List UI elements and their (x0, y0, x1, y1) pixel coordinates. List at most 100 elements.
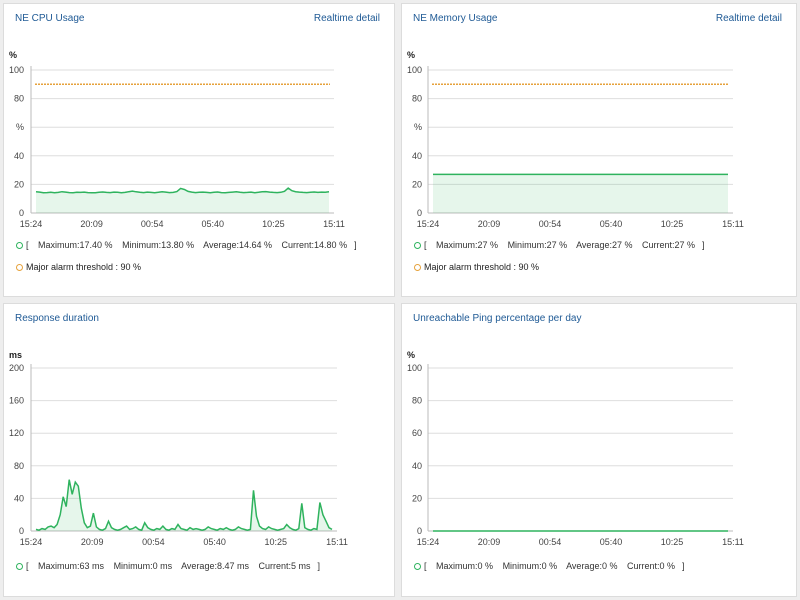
panel-title: NE Memory Usage (413, 13, 498, 24)
x-tick-label: 20:09 (80, 219, 103, 229)
x-tick-label: 10:25 (661, 219, 684, 229)
y-tick-label: 120 (9, 428, 24, 438)
x-tick-label: 00:54 (142, 537, 165, 547)
x-tick-label: 05:40 (203, 537, 226, 547)
y-tick-label: 100 (9, 65, 24, 75)
cpu-usage-chart: % 100 80% 40 20 015:24 20:09 00:54 05:40 10:25 15:… (9, 50, 345, 229)
memory-usage-chart: % 100 80% 40 20 015:24 20:09 00:54 05:40 10:25 15:… (407, 50, 744, 229)
y-tick-label: 80 (412, 396, 422, 406)
panel-title: NE CPU Usage (15, 13, 85, 24)
x-tick-label: 05:40 (600, 537, 623, 547)
y-tick-label: 40 (14, 151, 24, 161)
y-tick-label: 80 (412, 94, 422, 104)
legend-stats: [ Maximum:27 % Minimum:27 % Average:27 %… (414, 240, 712, 250)
x-tick-label: 00:54 (141, 219, 164, 229)
threshold-label: Major alarm threshold : 90 % (424, 262, 540, 272)
series-area (36, 188, 329, 213)
y-tick-label: 20 (412, 179, 422, 189)
y-tick-label: 80 (14, 94, 24, 104)
x-tick-label: 05:40 (600, 219, 623, 229)
stat-max: Maximum:63 ms (38, 561, 105, 571)
x-tick-label: 10:25 (262, 219, 285, 229)
x-tick-label: 20:09 (81, 537, 104, 547)
series-area (433, 174, 728, 213)
y-tick-label: 0 (19, 208, 24, 218)
stats-text: [ Maximum:27 % Minimum:27 % Average:27 %… (424, 240, 705, 250)
x-tick-label: 15:11 (722, 537, 744, 547)
series-line (35, 479, 333, 532)
threshold-legend: Major alarm threshold : 90 % (414, 262, 539, 272)
stat-current: Current:27 % (641, 240, 696, 250)
threshold-label: Major alarm threshold : 90 % (26, 262, 142, 272)
series-legend-icon (414, 562, 421, 570)
stat-avg: Average:0 % (566, 561, 618, 571)
stats-text: [ Maximum:17.40 % Minimum:13.80 % Averag… (26, 240, 357, 250)
y-tick-label: 160 (9, 396, 24, 406)
series-legend-icon (414, 241, 421, 249)
threshold-legend: Major alarm threshold : 90 % (16, 262, 141, 272)
stat-avg: Average:8.47 ms (181, 561, 249, 571)
x-tick-label: 10:25 (661, 537, 684, 547)
y-tick-label: 20 (14, 179, 24, 189)
series-legend-icon (16, 562, 23, 570)
realtime-detail-link[interactable]: Realtime detail (313, 13, 380, 24)
y-tick-label: 80 (14, 461, 24, 471)
y-tick-label: 20 (412, 493, 422, 503)
y-tick-label: 60 (412, 428, 422, 438)
y-tick-label: 0 (19, 526, 24, 536)
series-area (36, 479, 332, 531)
y-tick-label: % (414, 122, 422, 132)
stat-avg: Average:14.64 % (203, 240, 273, 250)
x-tick-label: 00:54 (539, 219, 562, 229)
stat-current: Current:14.80 % (281, 240, 348, 250)
x-tick-label: 15:24 (20, 537, 43, 547)
unreachable-ping-panel: Unreachable Ping percentage per day % 100… (401, 303, 797, 597)
unreachable-ping-chart: % 100 80 60 40 20 015:24 20:09 00:54 05:40 10:25 15… (407, 350, 744, 547)
x-tick-label: 15:11 (722, 219, 744, 229)
stat-max: Maximum:27 % (436, 240, 499, 250)
stats-text: [ Maximum:0 % Minimum:0 % Average:0 % Cu… (424, 561, 685, 571)
y-tick-label: 100 (407, 65, 422, 75)
panel-title: Response duration (15, 313, 99, 324)
cpu-usage-panel: NE CPU Usage Realtime detail % 100 80% 40 20… (3, 3, 395, 297)
y-axis-unit-label: % (407, 50, 415, 60)
threshold-legend-icon (414, 263, 421, 271)
series-line (35, 187, 330, 194)
threshold-legend-icon (16, 263, 23, 271)
response-duration-chart: ms 200 160 120 80 40 015:24 20:09 00:54 05:40 10:2… (9, 350, 348, 547)
series-legend-icon (16, 241, 23, 249)
stat-min: Minimum:0 ms (113, 561, 173, 571)
x-tick-label: 15:11 (323, 219, 345, 229)
y-tick-label: % (16, 122, 24, 132)
response-duration-panel: Response duration ms 200 160 120 80 40 0 15:24 2… (3, 303, 395, 597)
x-tick-label: 05:40 (202, 219, 225, 229)
y-tick-label: 40 (412, 461, 422, 471)
stats-text: [ Maximum:63 ms Minimum:0 ms Average:8.4… (26, 561, 321, 571)
panel-title: Unreachable Ping percentage per day (413, 313, 582, 324)
x-tick-label: 00:54 (539, 537, 562, 547)
legend-stats: [ Maximum:63 ms Minimum:0 ms Average:8.4… (16, 561, 327, 571)
x-tick-label: 10:25 (265, 537, 288, 547)
y-tick-label: 0 (417, 526, 422, 536)
y-axis-unit-label: % (407, 350, 415, 360)
stat-min: Minimum:0 % (502, 561, 558, 571)
y-tick-label: 100 (407, 363, 422, 373)
memory-usage-panel: NE Memory Usage Realtime detail % 100 80% 4… (401, 3, 797, 297)
y-tick-label: 40 (14, 493, 24, 503)
stat-avg: Average:27 % (576, 240, 633, 250)
legend-stats: [ Maximum:17.40 % Minimum:13.80 % Averag… (16, 240, 364, 250)
y-tick-label: 40 (412, 151, 422, 161)
stat-current: Current:0 % (626, 561, 676, 571)
stat-max: Maximum:0 % (436, 561, 494, 571)
stat-min: Minimum:13.80 % (122, 240, 195, 250)
x-tick-label: 20:09 (478, 537, 501, 547)
y-axis-unit-label: ms (9, 350, 22, 360)
x-tick-label: 15:24 (417, 219, 440, 229)
y-tick-label: 0 (417, 208, 422, 218)
x-tick-label: 15:11 (326, 537, 348, 547)
x-tick-label: 15:24 (20, 219, 43, 229)
y-axis-unit-label: % (9, 50, 17, 60)
y-tick-label: 200 (9, 363, 24, 373)
realtime-detail-link[interactable]: Realtime detail (715, 13, 782, 24)
stat-current: Current:5 ms (258, 561, 311, 571)
